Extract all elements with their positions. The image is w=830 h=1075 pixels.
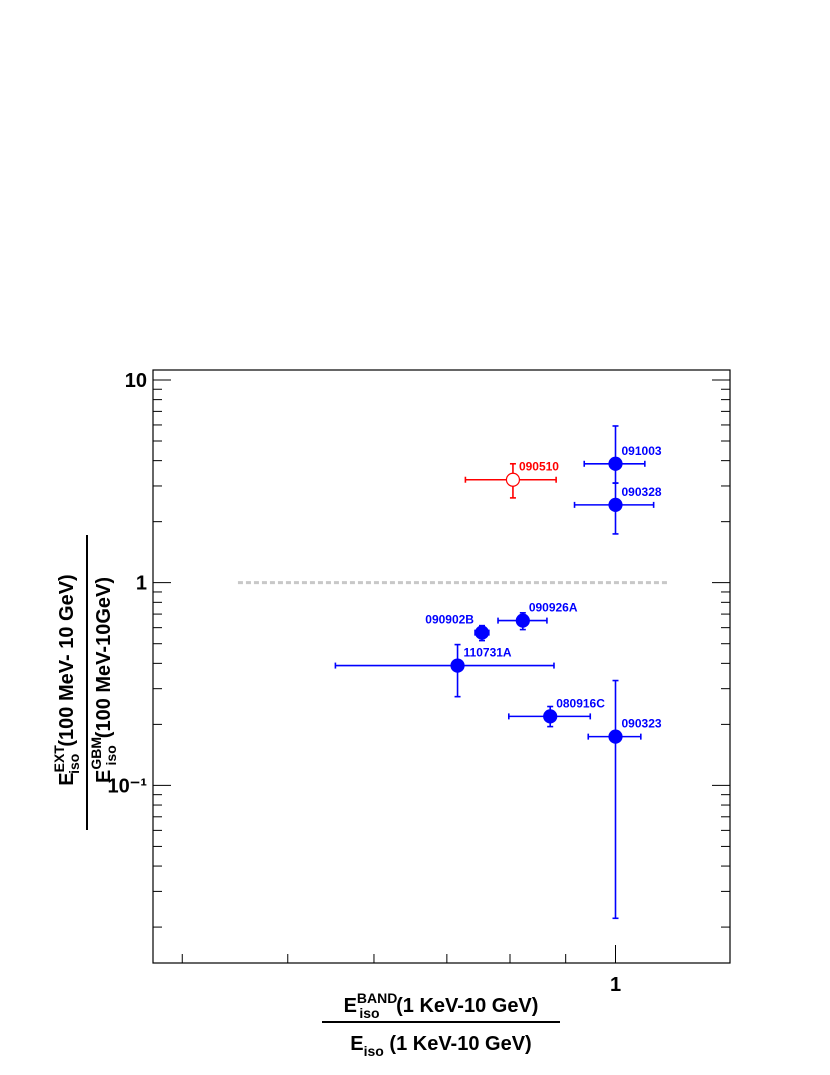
data-point: 090510 [464,460,559,499]
data-point: 090328 [573,482,662,535]
y-tick-label: 1 [136,573,147,595]
title-symbol: E [93,770,115,783]
title-text: (1 KeV-10 GeV) [391,995,539,1017]
marker [543,709,558,724]
title-sub: iso [103,745,119,765]
title-sup: BAND [357,990,397,1006]
data-point: 090902B [425,613,490,642]
title-symbol: E [350,1033,363,1055]
title-symbol: E [56,772,78,785]
marker [450,658,465,673]
marker [505,472,521,487]
point-label: 090510 [519,460,559,474]
y-tick-label: 10⁻¹ [108,775,148,797]
point-label: 090328 [622,485,662,499]
title-symbol: E [344,995,357,1017]
title-text: (100 MeV- 10 GeV) [56,574,78,752]
marker [608,497,623,512]
axis-title-part: Eiso (1 KeV-10 GeV) [350,1033,531,1059]
point-label: 110731A [464,646,512,660]
data-point: 090926A [497,601,578,631]
title-text: (100 MeV-10GeV) [93,577,115,744]
title-sub: iso [364,1043,384,1059]
point-label: 090902B [425,613,474,627]
title-sup: GBM [88,737,104,770]
data-point: 110731A [334,643,555,698]
data-point: 090323 [587,679,662,920]
marker [608,456,623,471]
y-axis-title: EEXTiso (100 MeV- 10 GeV)EGBMiso (100 Me… [51,535,119,830]
marker [515,613,530,628]
point-label: 090926A [529,601,578,615]
axis-title-part: EGBMiso (100 MeV-10GeV) [88,577,119,783]
title-text: (1 KeV-10 GeV) [384,1033,532,1055]
x-tick-label: 1 [610,974,621,996]
axis-title-part: EBAND iso (1 KeV-10 GeV) [344,990,539,1021]
data-point: 091003 [583,425,662,484]
plot-frame [152,369,731,964]
point-label: 090323 [622,717,662,731]
axis-title-part: EEXTiso (100 MeV- 10 GeV) [51,574,82,785]
title-sub: iso [359,1005,379,1021]
marker [474,625,490,640]
marker [608,729,623,744]
title-sub: iso [66,754,82,774]
y-tick-label: 10 [125,370,147,392]
point-label: 080916C [556,696,605,710]
title-sup: EXT [51,745,67,773]
data-point: 080916C [508,696,605,728]
x-axis-title: EBAND iso (1 KeV-10 GeV)Eiso (1 KeV-10 Ge… [322,990,560,1059]
point-label: 091003 [622,444,662,458]
